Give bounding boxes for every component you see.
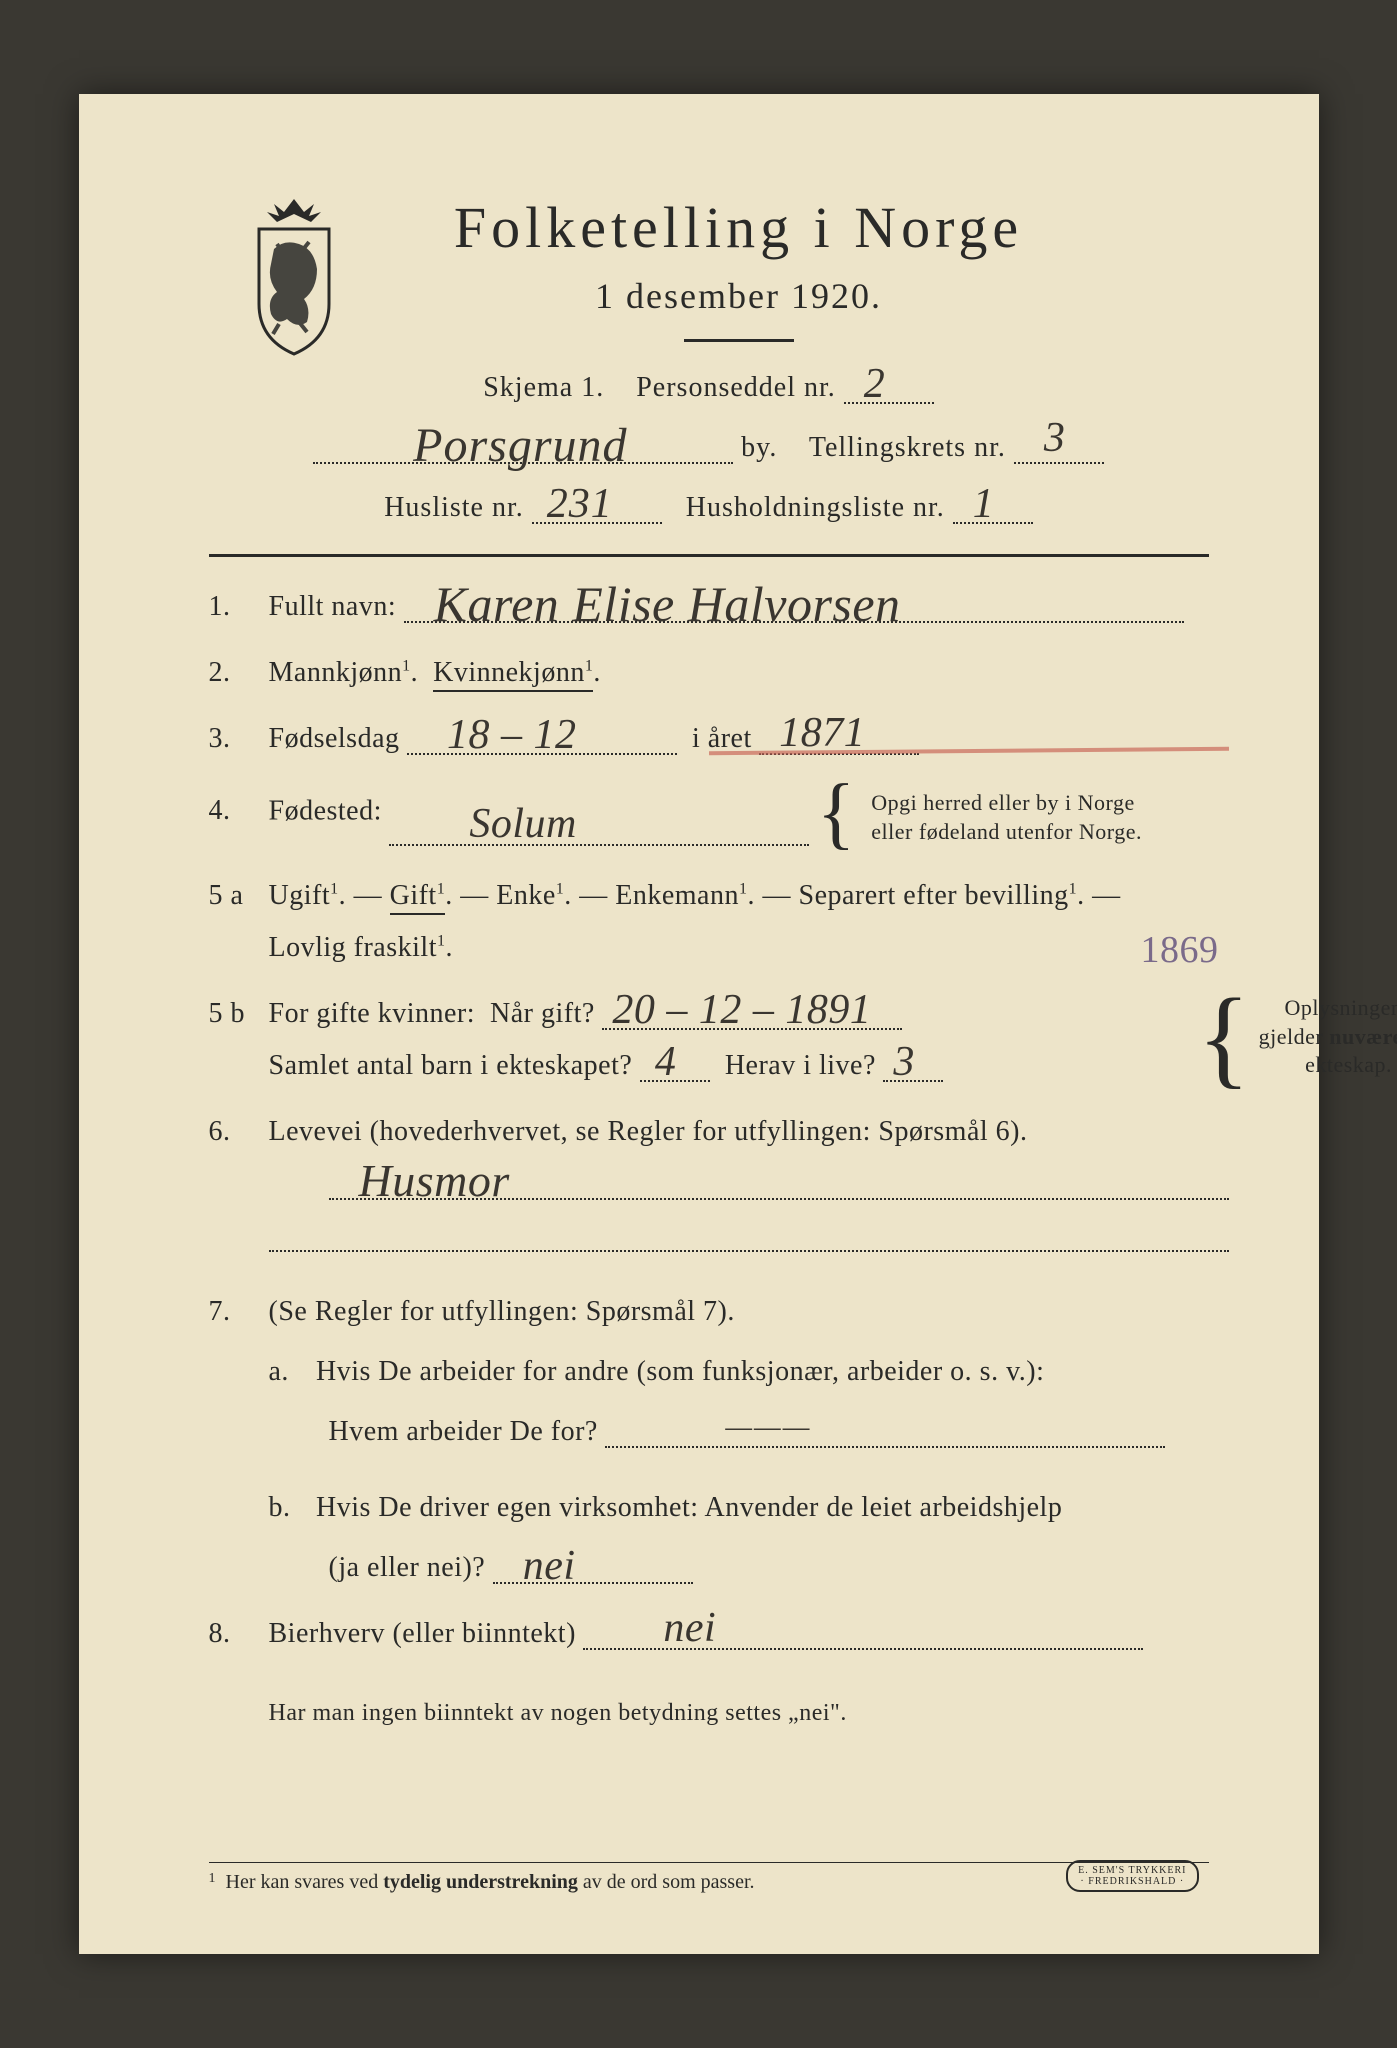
q2-row: 2. Mannkjønn1. Kvinnekjønn1. (209, 657, 1209, 689)
q5a-enke: Enke (496, 880, 556, 911)
footnote-b: tydelig understrekning (383, 1871, 578, 1893)
q5b-label: For gifte kvinner: (269, 998, 476, 1029)
personseddel-label: Personseddel nr. (636, 372, 836, 403)
q4-row: 4. Fødested: Solum { Opgi herred eller b… (209, 789, 1209, 846)
q5b-num: 5 b (209, 998, 269, 1030)
q6-label: Levevei (hovederhvervet, se Regler for u… (269, 1116, 1028, 1147)
q2-num: 2. (209, 657, 269, 689)
q8-row: 8. Bierhverv (eller biinntekt) nei (209, 1618, 1209, 1650)
q3-year-label: i året (692, 723, 752, 754)
q6-value: Husmor (359, 1154, 510, 1207)
bottom-note: Har man ingen biinntekt av nogen betydni… (269, 1700, 1209, 1727)
q7a-text1: Hvis De arbeider for andre (som funksjon… (316, 1356, 1044, 1387)
q2-mann: Mannkjønn (269, 657, 403, 688)
footnote-num: 1 (209, 1871, 216, 1886)
q5a-gift: Gift (390, 880, 437, 911)
q5a-fraskilt: Lovlig fraskilt (269, 932, 437, 963)
q7-label: (Se Regler for utfyllingen: Spørsmål 7). (269, 1296, 735, 1327)
q7-row: 7. (Se Regler for utfyllingen: Spørsmål … (209, 1296, 1209, 1584)
printer-mark: E. SEM'S TRYKKERI · FREDRIKSHALD · (1066, 1860, 1198, 1892)
q5b-nargift-label: Når gift? (490, 998, 595, 1029)
brace-icon: { (1197, 1004, 1250, 1070)
q7b-text2: (ja eller nei)? (329, 1552, 486, 1583)
husliste-nr: 231 (547, 480, 613, 528)
q6-row: 6. Levevei (hovederhvervet, se Regler fo… (209, 1116, 1209, 1252)
q7b-text1: Hvis De driver egen virksomhet: Anvender… (316, 1492, 1062, 1523)
q7b-letter: b. (269, 1492, 309, 1524)
q3-label: Fødselsdag (269, 723, 400, 754)
q4-label: Fødested: (269, 795, 382, 826)
q5b-note: Oplysningene gjelder nuværende ekteskap. (1259, 994, 1397, 1080)
tellingskrets-nr: 3 (1044, 414, 1066, 462)
skjema-label: Skjema 1. (483, 372, 604, 403)
husliste-label: Husliste nr. (384, 492, 524, 523)
q7a-letter: a. (269, 1356, 309, 1388)
footnote-c: av de ord som passer. (578, 1871, 755, 1893)
q3-row: 3. Fødselsdag 18 – 12 i året 1871 (209, 723, 1209, 755)
q5b-nargift-value: 20 – 12 – 1891 (612, 986, 871, 1034)
q5a-ugift: Ugift (269, 880, 331, 911)
q8-value: nei (663, 1604, 716, 1652)
footnote: 1 Her kan svares ved tydelig understrekn… (209, 1862, 1209, 1894)
form-date: 1 desember 1920. (269, 275, 1209, 317)
q8-num: 8. (209, 1618, 269, 1650)
bottom-note-row: Har man ingen biinntekt av nogen betydni… (209, 1700, 1209, 1727)
q4-num: 4. (209, 795, 269, 827)
coat-of-arms-icon (229, 194, 359, 364)
q5a-enkemann: Enkemann (615, 880, 739, 911)
q2-kvinne: Kvinnekjønn (433, 657, 585, 688)
q5b-ilive-value: 3 (893, 1038, 915, 1086)
footnote-a: Her kan svares ved (226, 1871, 384, 1893)
q1-row: 1. Fullt navn: Karen Elise Halvorsen (209, 591, 1209, 623)
form-meta-line-2: Porsgrund by. Tellingskrets nr. 3 (209, 432, 1209, 464)
q4-value: Solum (469, 800, 577, 848)
brace-icon: { (817, 789, 856, 837)
q1-num: 1. (209, 591, 269, 623)
form-title: Folketelling i Norge (269, 194, 1209, 261)
husholdning-nr: 1 (973, 480, 995, 528)
margin-note-1869: 1869 (1141, 928, 1219, 972)
q1-label: Fullt navn: (269, 591, 397, 622)
q4-note: Opgi herred eller by i Norge eller fødel… (871, 789, 1142, 846)
q6-blank-line (269, 1250, 1229, 1252)
q5b-barn-label: Samlet antal barn i ekteskapet? (269, 1050, 633, 1081)
husholdning-label: Husholdningsliste nr. (686, 492, 945, 523)
q5a-num: 5 a (209, 880, 269, 912)
tellingskrets-label: Tellingskrets nr. (809, 432, 1006, 463)
q5b-barn-value: 4 (655, 1038, 677, 1086)
q7b-value: nei (523, 1542, 576, 1590)
q6-num: 6. (209, 1116, 269, 1148)
q1-value: Karen Elise Halvorsen (434, 575, 901, 633)
main-rule (209, 554, 1209, 557)
form-meta-line-3: Husliste nr. 231 Husholdningsliste nr. 1 (209, 492, 1209, 524)
q5b-ilive-label: Herav i live? (725, 1050, 876, 1081)
q3-day: 18 – 12 (447, 711, 577, 759)
q7-num: 7. (209, 1296, 269, 1328)
form-meta-line-1: Skjema 1. Personseddel nr. 2 (209, 372, 1209, 404)
q3-num: 3. (209, 723, 269, 755)
divider (684, 339, 794, 342)
q7a-text2: Hvem arbeider De for? (329, 1416, 598, 1447)
q7a-dash: ——— (725, 1410, 811, 1444)
q5a-separert: Separert efter bevilling (799, 880, 1069, 911)
by-value: Porsgrund (413, 418, 627, 473)
form-header: Folketelling i Norge 1 desember 1920. (269, 194, 1209, 342)
census-form: Folketelling i Norge 1 desember 1920. Sk… (79, 94, 1319, 1954)
q8-label: Bierhverv (eller biinntekt) (269, 1618, 576, 1649)
q5b-row: 5 b For gifte kvinner: Når gift? 20 – 12… (209, 998, 1209, 1082)
personseddel-nr: 2 (864, 360, 886, 408)
q5a-row: 5 a Ugift1. — Gift1. — Enke1. — Enkemann… (209, 880, 1209, 964)
by-label: by. (741, 432, 777, 463)
